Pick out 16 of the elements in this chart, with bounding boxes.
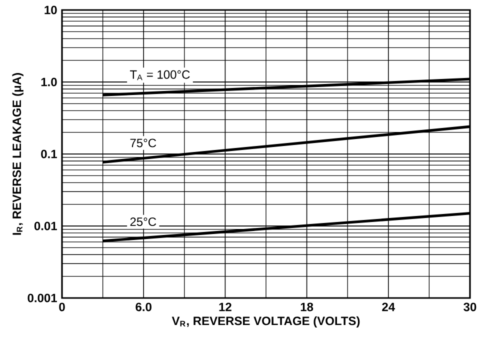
y-tick-label: 0.01	[34, 222, 57, 230]
x-axis-title: V$_{R}$, REVERSE VOLTAGE (VOLTS)	[172, 316, 360, 328]
y-axis-title: I$_{R}$, REVERSE LEAKAGE (μA)	[12, 73, 24, 235]
series-label: 75°C	[130, 138, 156, 148]
x-tick-label: 30	[464, 302, 476, 312]
series-label: 25°C	[130, 218, 156, 226]
y-tick-label: 0.001	[28, 294, 57, 302]
x-tick-label: 24	[382, 302, 395, 312]
x-tick-label: 0	[59, 302, 65, 312]
y-tick-label: 0.1	[41, 150, 57, 158]
x-tick-label: 6.0	[136, 302, 152, 312]
x-tick-label: 18	[300, 302, 314, 312]
y-tick-label: 1.0	[41, 78, 57, 86]
x-tick-label: 12	[219, 302, 232, 312]
series-label: T$_{A}$ = 100°C	[130, 70, 190, 80]
y-tick-label: 10	[44, 6, 57, 14]
